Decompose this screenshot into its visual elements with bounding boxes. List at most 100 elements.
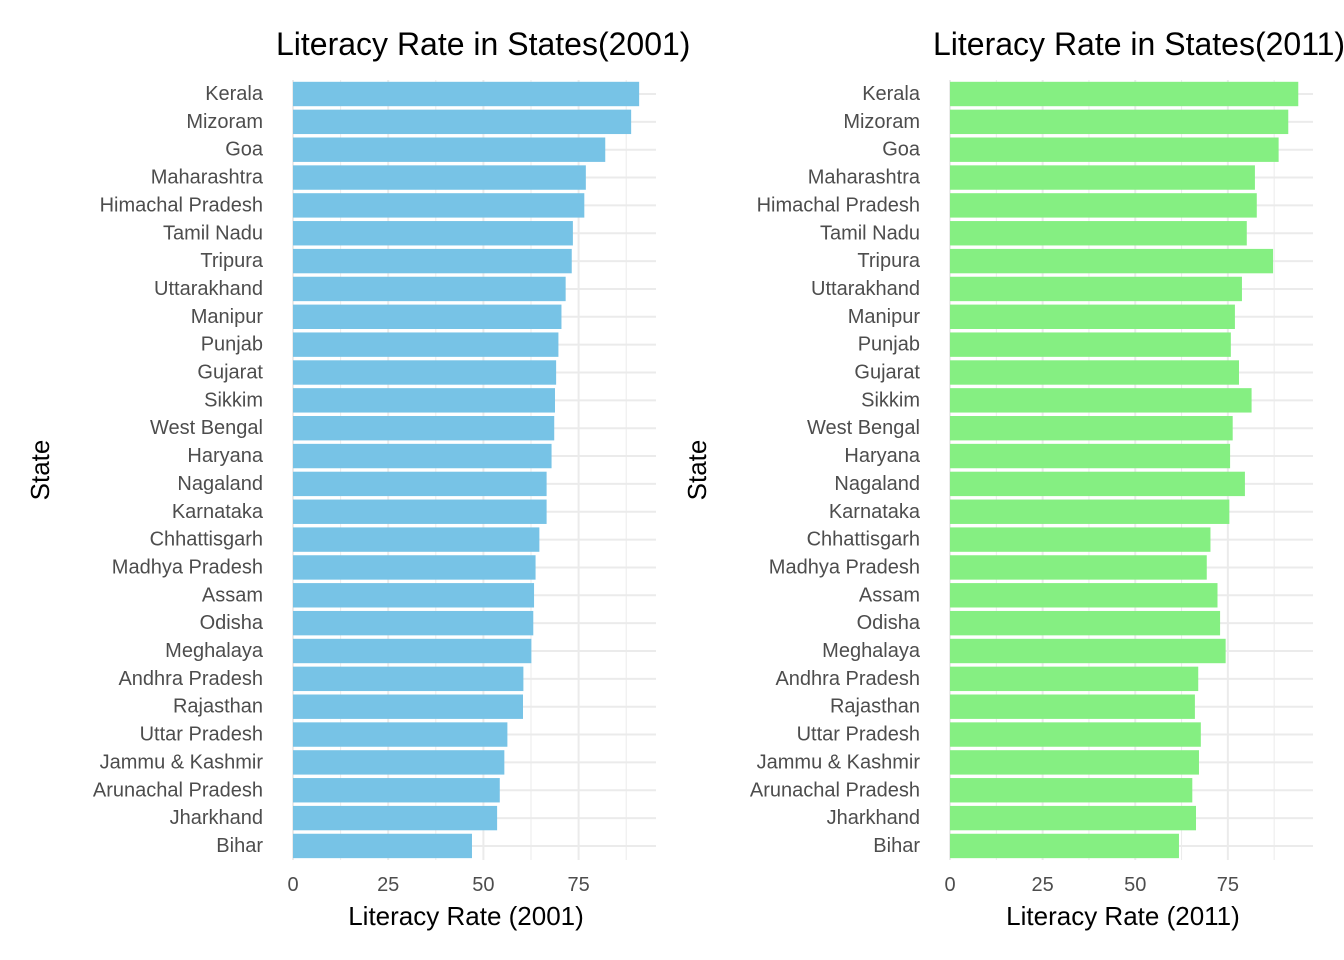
y-tick-label: Chhattisgarh [150, 529, 263, 551]
y-tick-label: Meghalaya [165, 640, 264, 662]
y-tick-label: Uttar Pradesh [140, 724, 263, 746]
y-tick-label: Gujarat [854, 362, 920, 384]
bar [293, 332, 559, 357]
bar [950, 276, 1242, 302]
y-tick-label: Mizoram [843, 111, 920, 133]
bar [950, 833, 1179, 859]
y-tick-label: Punjab [858, 334, 920, 356]
y-tick-label: Manipur [848, 306, 921, 328]
x-tick-label: 50 [1124, 874, 1146, 896]
y-tick-label: West Bengal [150, 417, 263, 439]
x-tick-label: 0 [287, 874, 298, 896]
y-tick-label: Bihar [873, 835, 920, 857]
y-tick-label: Karnataka [829, 501, 921, 523]
bar [950, 360, 1239, 385]
y-tick-label: Uttar Pradesh [797, 724, 920, 746]
chart-panel-2001: Kerala Mizoram Goa Maharashtra Himachal Prad… [25, 26, 690, 931]
y-tick-label: Arunachal Pradesh [750, 779, 920, 801]
x-tick-label: 25 [377, 874, 399, 896]
y-tick-label: Jharkhand [827, 807, 920, 829]
y-tick-label: Madhya Pradesh [112, 556, 263, 578]
y-tick-label: Meghalaya [822, 640, 921, 662]
bar [293, 165, 586, 190]
y-tick-label: Jharkhand [170, 807, 263, 829]
y-tick-label: Bihar [216, 835, 263, 857]
bar [293, 443, 552, 469]
y-tick-label: Nagaland [177, 473, 263, 495]
bar [293, 750, 505, 775]
bar [293, 360, 557, 385]
bar [293, 610, 534, 636]
y-tick-label: Uttarakhand [811, 278, 920, 300]
bar [950, 332, 1231, 357]
x-axis-title: Literacy Rate (2001) [348, 901, 584, 931]
bar [293, 555, 536, 580]
bar [950, 805, 1197, 831]
bar [950, 388, 1252, 413]
y-tick-labels: Kerala Mizoram Goa Maharashtra Himachal Prad… [93, 83, 264, 857]
bar [950, 443, 1231, 469]
y-tick-label: Arunachal Pradesh [93, 779, 263, 801]
bar [293, 137, 606, 162]
y-tick-label: Karnataka [172, 501, 264, 523]
bar [293, 694, 524, 719]
chart-title: Literacy Rate in States(2011) [933, 26, 1344, 62]
y-tick-label: Andhra Pradesh [775, 668, 920, 690]
bar [950, 416, 1233, 441]
bar [293, 304, 562, 329]
x-tick-label: 25 [1032, 874, 1054, 896]
bar [293, 221, 573, 246]
y-tick-label: Jammu & Kashmir [100, 751, 264, 773]
bar [293, 833, 472, 859]
x-tick-label: 0 [944, 874, 955, 896]
bar [293, 248, 572, 274]
bar [293, 722, 508, 747]
x-tick-labels: 0 25 50 75 [287, 874, 589, 896]
y-tick-label: Tamil Nadu [820, 222, 920, 244]
y-tick-label: Chhattisgarh [807, 529, 920, 551]
y-axis-title: State [25, 440, 55, 501]
bar [950, 527, 1211, 552]
y-tick-label: Sikkim [861, 389, 920, 411]
bar [293, 276, 566, 302]
bar [293, 527, 540, 552]
x-tick-labels: 0 25 50 75 [944, 874, 1239, 896]
x-tick-label: 75 [1217, 874, 1239, 896]
bar [950, 555, 1207, 580]
bar [293, 499, 547, 524]
y-axis-title: State [682, 440, 712, 501]
bars [293, 81, 640, 859]
bar [293, 666, 524, 692]
x-tick-label: 75 [567, 874, 589, 896]
y-tick-label: Assam [202, 584, 263, 606]
y-tick-label: Nagaland [834, 473, 920, 495]
bar [950, 666, 1199, 692]
bar [293, 109, 632, 135]
y-tick-label: Rajasthan [830, 696, 920, 718]
bar [950, 81, 1299, 107]
bar [950, 694, 1195, 719]
bar [950, 165, 1255, 190]
y-tick-labels: Kerala Mizoram Goa Maharashtra Himachal Prad… [750, 83, 921, 857]
y-tick-label: Tripura [200, 250, 263, 272]
bar [950, 137, 1279, 162]
chart-title: Literacy Rate in States(2001) [276, 26, 690, 62]
y-tick-label: West Bengal [807, 417, 920, 439]
bar [293, 638, 532, 664]
y-tick-label: Madhya Pradesh [769, 556, 920, 578]
y-tick-label: Kerala [205, 83, 264, 105]
bar [293, 583, 535, 608]
bar [950, 471, 1245, 497]
bar [950, 610, 1221, 636]
y-tick-label: Jammu & Kashmir [757, 751, 921, 773]
bar [950, 778, 1193, 803]
y-tick-label: Punjab [201, 334, 263, 356]
bar [950, 221, 1247, 246]
bar [293, 471, 547, 497]
bar [293, 81, 640, 107]
y-tick-label: Maharashtra [808, 167, 921, 189]
y-tick-label: Odisha [200, 612, 264, 634]
bar [293, 416, 555, 441]
y-tick-label: Andhra Pradesh [118, 668, 263, 690]
